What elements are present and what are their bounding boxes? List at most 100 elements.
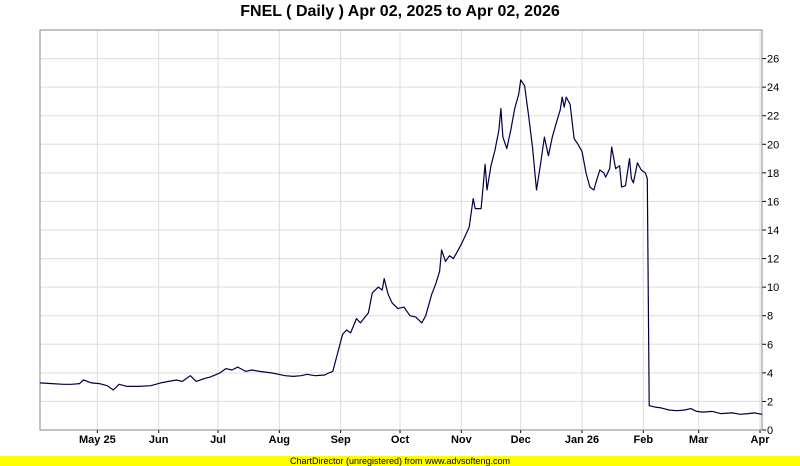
data-point (439, 271, 440, 272)
data-point (106, 385, 108, 387)
data-point (619, 165, 620, 167)
data-point (79, 383, 80, 384)
data-point (702, 411, 704, 413)
data-point (611, 146, 613, 148)
x-tick-label: Oct (391, 434, 410, 446)
x-tick-label: Nov (451, 434, 473, 446)
data-point (383, 278, 385, 279)
data-point (625, 185, 626, 187)
data-point (449, 255, 450, 257)
data-point (381, 289, 383, 291)
data-point (615, 168, 617, 169)
data-point (360, 322, 361, 324)
data-point (332, 371, 334, 372)
data-point (761, 413, 763, 415)
data-point (532, 146, 533, 148)
data-point (306, 373, 308, 375)
data-point (559, 109, 561, 111)
y-tick-label: 10 (767, 282, 779, 294)
data-point (387, 293, 389, 295)
data-point (195, 381, 197, 382)
data-point (225, 368, 227, 369)
data-point (71, 383, 73, 385)
data-point (640, 169, 642, 171)
data-point (668, 409, 670, 411)
data-point (565, 96, 567, 98)
data-point (747, 413, 749, 414)
data-point (425, 315, 427, 317)
data-point (441, 249, 442, 251)
data-point (251, 369, 253, 371)
y-tick-label: 18 (767, 168, 779, 180)
data-point (377, 286, 379, 288)
x-tick-label: May 25 (79, 434, 116, 446)
data-point (346, 329, 348, 331)
data-point (599, 169, 601, 171)
data-point (589, 186, 591, 188)
data-point (540, 163, 541, 165)
data-point (544, 136, 545, 138)
data-point (39, 382, 41, 384)
x-tick-label: Sep (331, 434, 351, 446)
x-tick-label: Apr (751, 434, 771, 446)
data-point (547, 155, 549, 157)
y-tick-label: 12 (767, 254, 779, 266)
y-tick-label: 4 (767, 368, 773, 380)
data-point (271, 372, 272, 374)
data-point (456, 251, 458, 252)
data-point (660, 407, 662, 409)
data-point (520, 79, 522, 81)
data-point (593, 189, 595, 191)
data-point (126, 386, 128, 387)
data-point (484, 163, 486, 165)
data-point (514, 108, 516, 109)
data-point (631, 178, 632, 179)
data-point (150, 385, 152, 387)
y-tick-label: 6 (767, 339, 773, 351)
data-point (284, 375, 286, 377)
data-point (486, 189, 488, 191)
data-point (118, 383, 120, 385)
data-point (409, 315, 411, 317)
data-point (324, 374, 326, 376)
x-tick-label: Jun (149, 434, 169, 446)
x-tick-label: Mar (689, 434, 709, 446)
data-point (480, 208, 482, 209)
data-point (621, 186, 622, 188)
data-point (720, 413, 721, 414)
data-point (490, 165, 492, 167)
data-point (605, 176, 607, 178)
data-point (595, 182, 597, 184)
data-point (160, 382, 162, 384)
data-point (342, 333, 344, 335)
data-point (684, 409, 686, 411)
data-point (551, 136, 553, 138)
data-point (648, 405, 650, 407)
data-point (138, 386, 140, 387)
data-point (350, 332, 351, 334)
data-point (573, 138, 575, 139)
data-point (739, 413, 741, 415)
data-point (569, 103, 571, 105)
data-point (460, 243, 462, 245)
data-point (561, 96, 563, 98)
data-point (474, 208, 476, 209)
data-point (636, 162, 638, 164)
data-point (445, 261, 446, 262)
data-point (300, 375, 302, 377)
data-point (524, 85, 526, 87)
data-point (510, 129, 512, 131)
data-point (403, 306, 405, 308)
data-point (292, 376, 294, 377)
data-point (367, 312, 369, 314)
data-point (168, 381, 169, 382)
data-point (468, 226, 470, 228)
data-point (453, 258, 454, 259)
x-tick-label: Jul (210, 434, 226, 446)
data-point (415, 316, 417, 318)
data-point (83, 379, 84, 381)
data-point (494, 149, 496, 151)
chart-title: FNEL ( Daily ) Apr 02, 2025 to Apr 02, 2… (240, 3, 560, 20)
